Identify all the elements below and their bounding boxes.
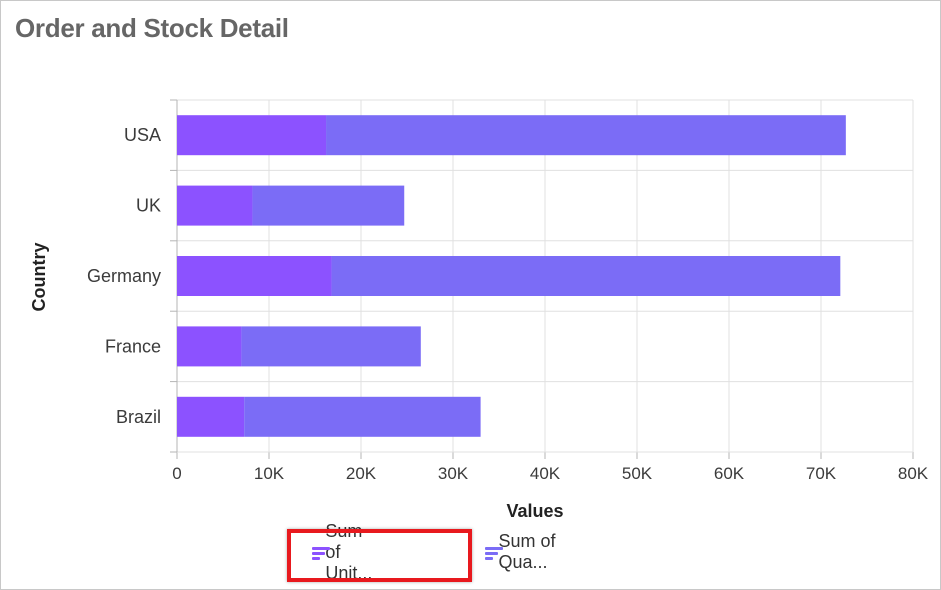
bar-series-icon (312, 543, 330, 561)
bar-germany-series-2 (331, 256, 841, 296)
y-tick-label: Germany (87, 266, 161, 286)
x-tick-label: 40K (530, 464, 561, 483)
x-tick-label: 50K (622, 464, 653, 483)
x-tick-label: 20K (346, 464, 377, 483)
y-tick-label: Brazil (116, 407, 161, 427)
bar-france-series-1 (177, 326, 242, 367)
legend-item-sum-of-qua[interactable]: Sum of Qua... (485, 531, 557, 572)
y-tick-label: USA (124, 125, 161, 145)
x-tick-label: 0 (172, 464, 181, 483)
bar-usa-series-1 (177, 115, 327, 156)
legend-item-sum-of-unit[interactable]: Sum of Unit... (312, 521, 382, 583)
bar-uk-series-2 (252, 185, 405, 226)
x-tick-label: 10K (254, 464, 285, 483)
bar-series-icon (485, 543, 503, 561)
bar-germany-series-1 (177, 256, 332, 296)
x-tick-label: 80K (898, 464, 929, 483)
y-axis-title: Country (29, 243, 49, 312)
x-tick-label: 30K (438, 464, 469, 483)
legend-label: Sum of Qua... (498, 531, 556, 572)
x-tick-label: 60K (714, 464, 745, 483)
bar-usa-series-2 (326, 115, 846, 156)
y-tick-label: France (105, 336, 161, 356)
bar-france-series-2 (241, 326, 421, 367)
bar-brazil-series-1 (177, 396, 245, 437)
x-tick-label: 70K (806, 464, 837, 483)
y-tick-label: UK (136, 196, 161, 216)
bar-brazil-series-2 (244, 396, 481, 437)
chart-title: Order and Stock Detail (15, 13, 289, 43)
x-axis-title: Values (506, 501, 563, 521)
legend-highlight-box (287, 529, 472, 582)
legend-label: Sum of Unit... (325, 520, 373, 583)
bar-uk-series-1 (177, 185, 253, 226)
